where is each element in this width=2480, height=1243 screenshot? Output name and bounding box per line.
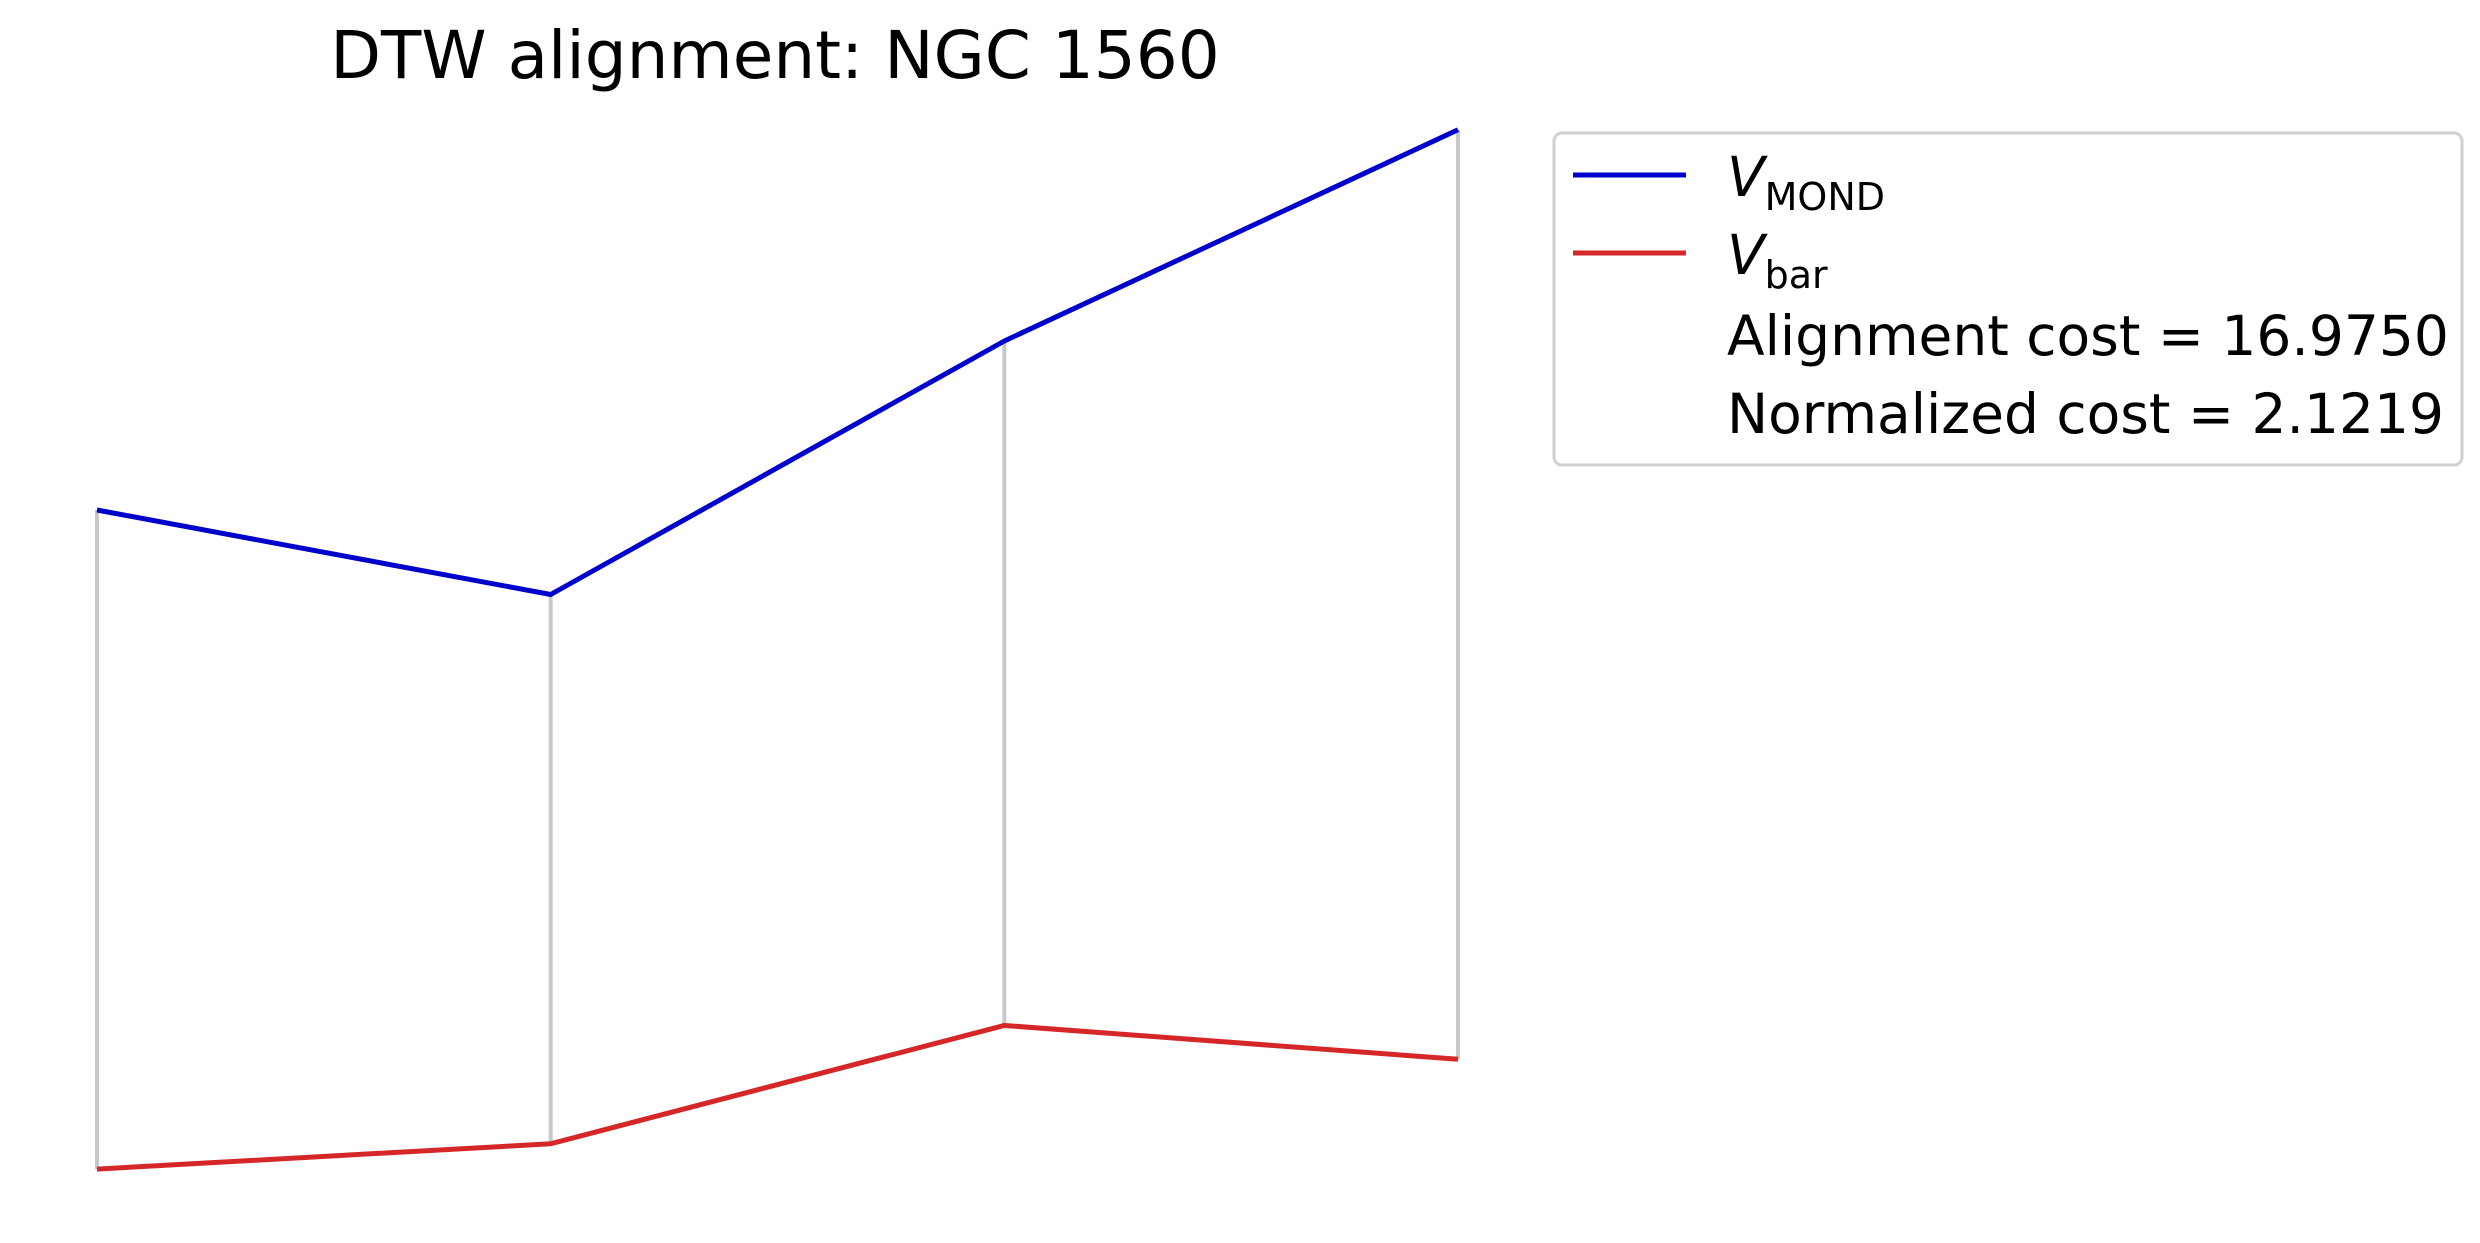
legend-label-v-mond-subscript: MOND: [1765, 175, 1885, 219]
series-line-mond: [96, 127, 1460, 597]
series-layer: [96, 127, 1460, 1172]
legend-frame: [1552, 131, 2464, 467]
legend-label-v-bar: Vbar: [1727, 223, 1828, 297]
legend: VMOND Vbar Alignment cost = 16.9750 Norm…: [1552, 131, 2464, 467]
alignment-connectors: [95, 129, 1460, 1170]
legend-label-v-bar-symbol: V: [1727, 223, 1768, 287]
normalized-cost-annotation: Normalized cost = 2.1219: [1727, 382, 2444, 446]
legend-label-v-mond: VMOND: [1727, 145, 1885, 219]
chart-title: DTW alignment: NGC 1560: [330, 17, 1220, 94]
legend-label-v-bar-subscript: bar: [1765, 253, 1828, 297]
series-line-bar: [96, 1022, 1459, 1172]
alignment-cost-annotation: Alignment cost = 16.9750: [1727, 304, 2449, 368]
legend-label-v-mond-symbol: V: [1727, 145, 1768, 209]
